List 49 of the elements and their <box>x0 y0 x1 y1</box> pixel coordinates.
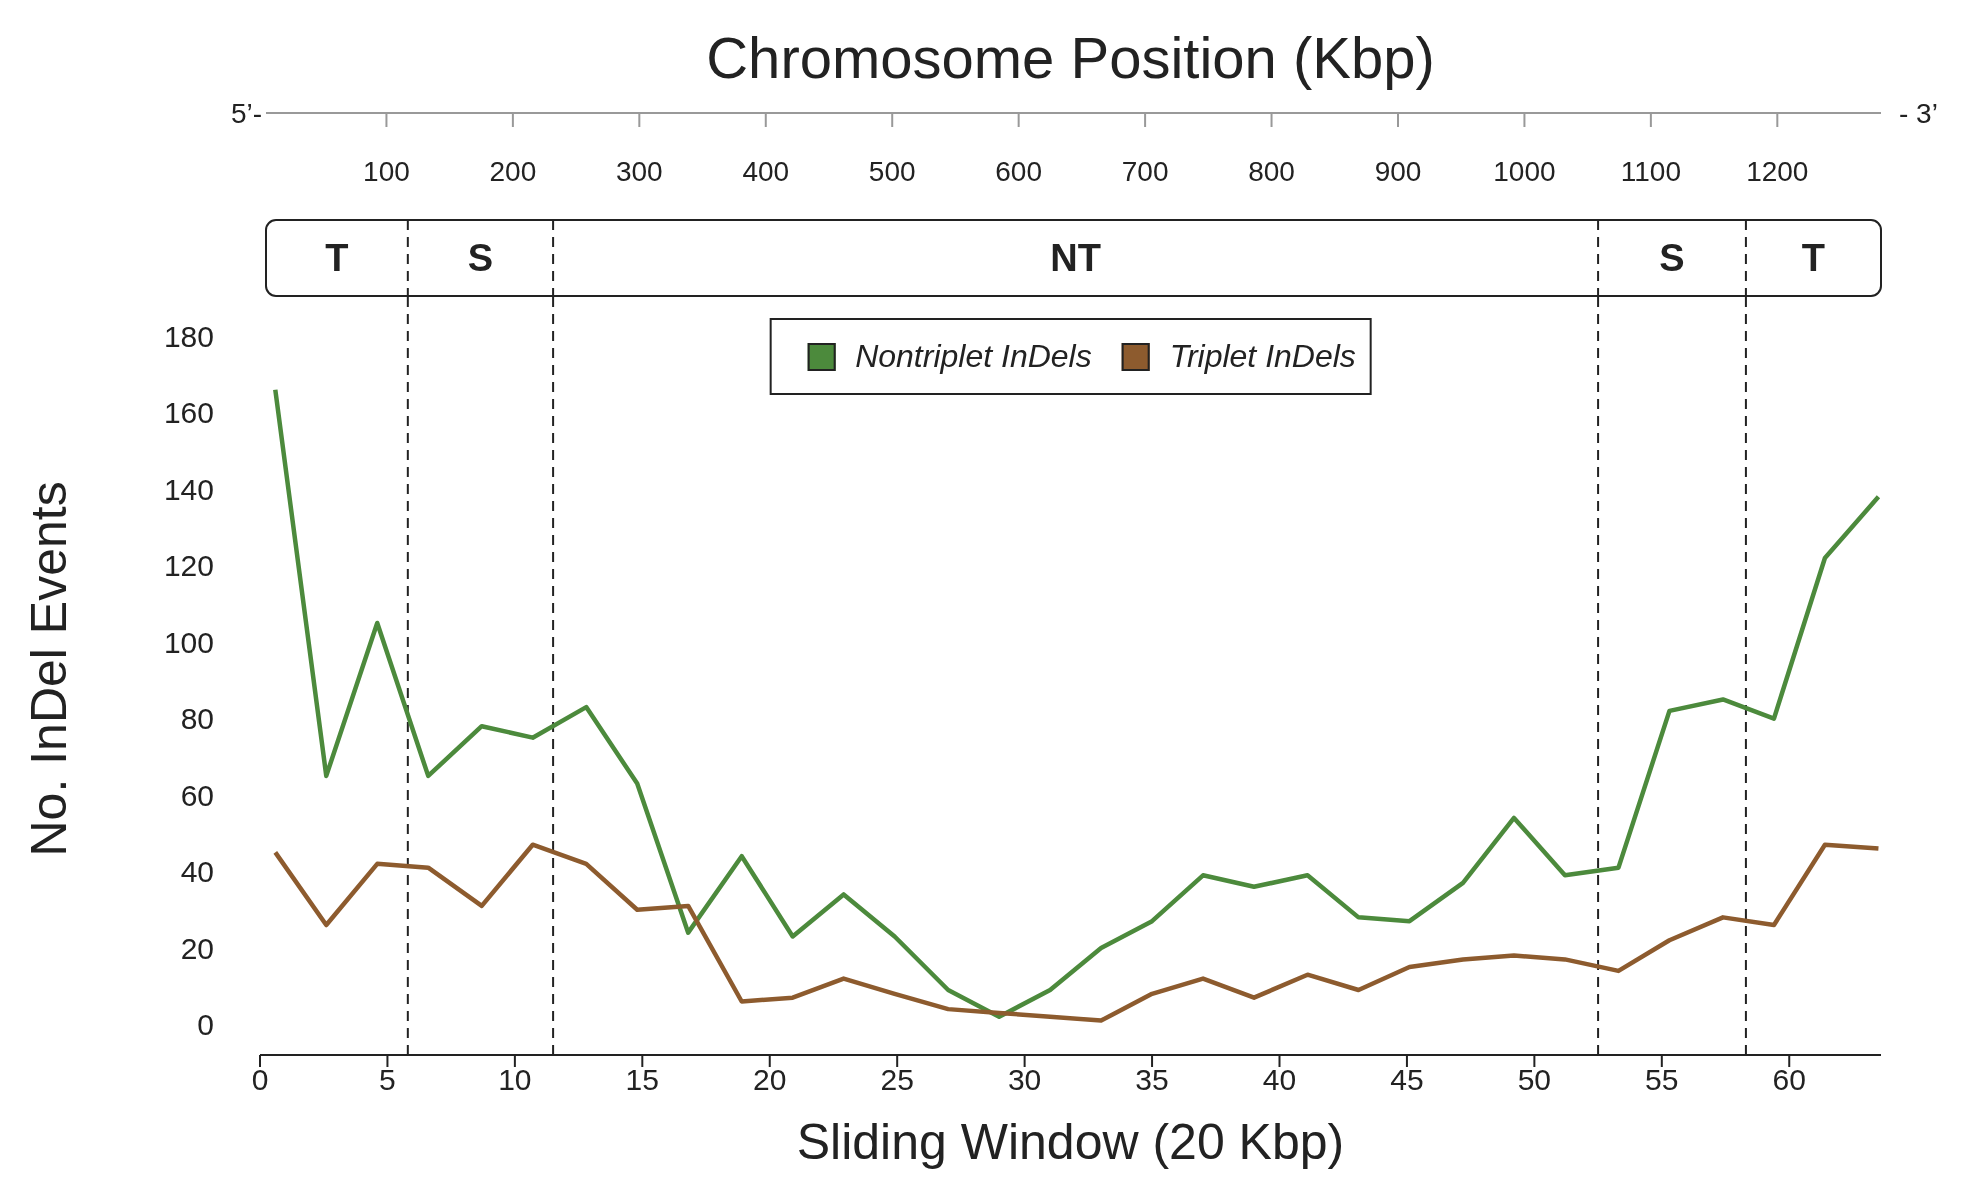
x-tick-label: 10 <box>498 1063 532 1097</box>
x2-tick-label: 500 <box>868 156 916 187</box>
x2-tick-label: 1100 <box>1620 156 1681 187</box>
x-tick-label: 5 <box>379 1063 396 1097</box>
text: NT <box>1050 237 1101 279</box>
y-axis-title: No. InDel Events <box>20 481 77 857</box>
text: S <box>1659 237 1685 279</box>
x-tick-label: 50 <box>1517 1063 1552 1097</box>
x-tick-label: 30 <box>1007 1063 1042 1097</box>
x2-tick-label: 700 <box>1121 156 1169 187</box>
x2-tick-label: 200 <box>489 156 537 187</box>
x2-tick-label: 800 <box>1248 156 1295 187</box>
text: T <box>325 237 349 279</box>
line-series <box>273 842 1881 1023</box>
x-tick-label: 55 <box>1645 1063 1679 1097</box>
text: T <box>1801 237 1826 279</box>
x-tick-label: 40 <box>1262 1063 1297 1097</box>
x2-tick-label: 900 <box>1374 156 1422 187</box>
x2-tick-label: 300 <box>615 156 663 187</box>
x-tick-label: 60 <box>1772 1063 1806 1097</box>
x2-tick-label: 600 <box>995 156 1043 187</box>
x2-tick-label: 1200 <box>1746 156 1809 187</box>
y-tick-label: 140 <box>163 472 214 506</box>
y-tick-label: 20 <box>180 931 214 965</box>
y-tick-label: 40 <box>180 855 214 889</box>
x2-tick-label: 1000 <box>1493 156 1556 187</box>
x-tick-label: 20 <box>753 1063 787 1097</box>
x-tick-label: 25 <box>880 1063 914 1097</box>
y-tick-label: 80 <box>180 702 214 736</box>
y-tick-label: 100 <box>163 625 214 659</box>
legend-label: Nontriplet InDels <box>855 338 1092 375</box>
y-tick-label: 120 <box>163 549 214 583</box>
y-tick-label: 0 <box>197 1008 214 1042</box>
line-series <box>273 387 1881 1020</box>
y-tick-label: 60 <box>180 778 214 812</box>
x2-axis-title: Chromosome Position (Kbp) <box>706 25 1435 90</box>
x2-tick-label: 400 <box>742 156 790 187</box>
y-tick-label: 160 <box>163 396 214 430</box>
x-tick-label: 15 <box>625 1063 659 1097</box>
text: S <box>467 237 494 279</box>
text: - 3’ <box>1899 98 1938 129</box>
x-axis-title: Sliding Window (20 Kbp) <box>796 1114 1345 1170</box>
x-tick-label: 35 <box>1135 1063 1169 1097</box>
text: 5’- <box>230 98 262 129</box>
x-tick-label: 0 <box>251 1063 269 1097</box>
y-tick-label: 180 <box>163 319 214 353</box>
legend-label: Triplet InDels <box>1169 338 1356 375</box>
x2-tick-label: 100 <box>363 156 410 187</box>
x-tick-label: 45 <box>1390 1063 1424 1097</box>
